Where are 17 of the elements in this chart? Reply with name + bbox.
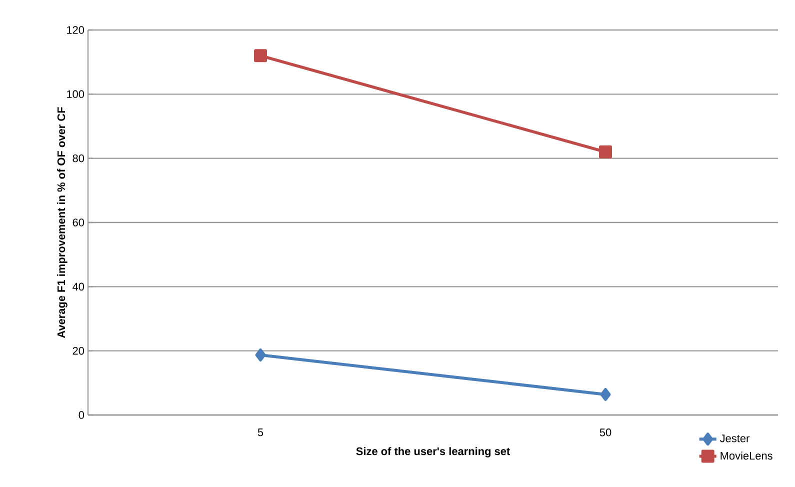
legend-label: MovieLens xyxy=(720,452,772,460)
y-tick-label: 100 xyxy=(67,90,84,98)
y-tick-label: 0 xyxy=(78,411,84,419)
point xyxy=(599,145,612,158)
y-axis-title: Average F1 improvement in % of OF over CF xyxy=(57,107,68,338)
point xyxy=(254,49,267,62)
x-tick-label: 50 xyxy=(600,428,612,436)
y-tick-label: 20 xyxy=(72,346,84,355)
y-tick-label: 40 xyxy=(72,282,84,291)
y-tick-label: 80 xyxy=(72,154,84,162)
legend-label: Jester xyxy=(720,434,750,442)
y-tick-label: 60 xyxy=(72,218,84,226)
x-axis-title: Size of the user's learning set xyxy=(356,447,510,458)
y-tick-label: 120 xyxy=(67,26,84,34)
point xyxy=(600,388,611,401)
x-tick-label: 5 xyxy=(258,428,264,436)
point xyxy=(255,348,266,362)
